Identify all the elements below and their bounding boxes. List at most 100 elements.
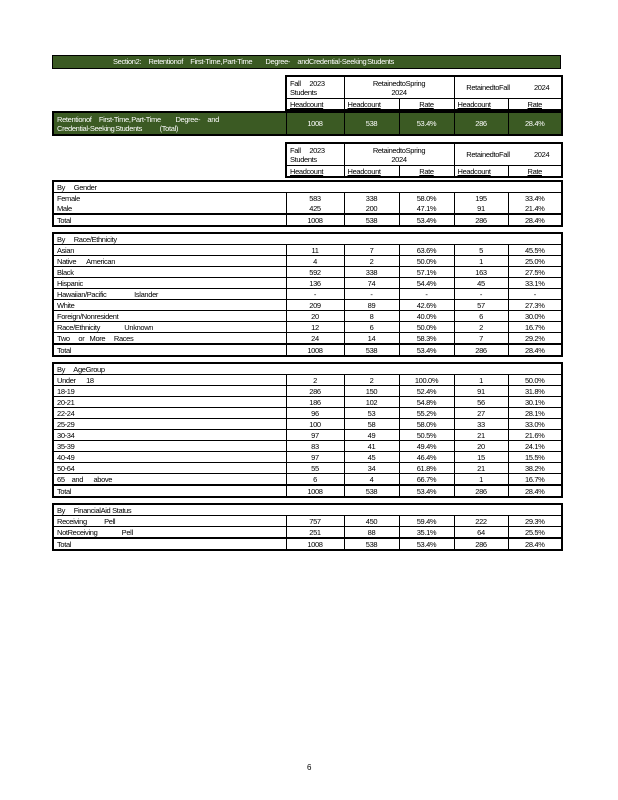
cell-value: 163 [453, 266, 508, 278]
cell-value: - [285, 288, 344, 300]
fall-headcount-subheader: Headcount [285, 98, 345, 111]
cell-value: 11 [285, 244, 344, 256]
overall-label: Retentionof First-Time, Part-Time Degree… [57, 114, 219, 133]
section-race-ethnicity: By Race/Ethnicity Asian 11 7 63.6% 5 45.5% Nati… [52, 232, 564, 357]
table-row: Hawaiian/Pacific Islander - - - - - [53, 288, 563, 300]
table-row: Black 592 338 57.1% 163 27.5% [53, 266, 563, 278]
table-row: Under 18 2 2 100.0% 1 50.0% [53, 374, 563, 386]
retained-spring-header: RetainedtoSpring 2024 [343, 142, 455, 166]
cell-value: 55 [285, 462, 344, 474]
row-label: 22-24 [53, 407, 286, 419]
cell-value: 91 [453, 203, 508, 214]
cell-value: 42.6% [398, 299, 454, 311]
fall-retained-rate-subheader: Rate [507, 165, 563, 178]
row-label: Hawaiian/Pacific Islander [53, 288, 286, 300]
cell-value: 538 [343, 213, 399, 226]
cell-value: 34 [343, 462, 399, 474]
cell-value: 50.0% [398, 321, 454, 333]
cell-value: 53.4% [398, 484, 454, 497]
cell-value: 50.0% [507, 374, 563, 386]
section-age-group: By AgeGroup Under 18 2 2 100.0% 1 50.0% 18-19 28… [52, 362, 564, 498]
cell-value: 41 [343, 440, 399, 452]
fall-retained-headcount-subheader: Headcount [453, 98, 509, 111]
table-row: 40-49 97 45 46.4% 15 15.5% [53, 451, 563, 463]
cell-value: 56 [453, 396, 508, 408]
cell-value: 20 [453, 440, 508, 452]
table-row: Male 425 200 47.1% 91 21.4% [53, 203, 563, 214]
cell-value: 6 [453, 310, 508, 322]
table-row: Race/Ethnicity Unknown 12 6 50.0% 2 16.7% [53, 321, 563, 333]
overall-fall-retained-rate: 28.4% [507, 112, 562, 135]
cell-value: 15.5% [507, 451, 563, 463]
overall-spring-rate: 53.4% [398, 112, 454, 135]
table-row: Hispanic 136 74 54.4% 45 33.1% [53, 277, 563, 289]
cell-value: - [453, 288, 508, 300]
cell-value: 21 [453, 429, 508, 441]
retained-spring-header: RetainedtoSpring 2024 [343, 75, 455, 99]
cell-value: 186 [285, 396, 344, 408]
row-label: 40-49 [53, 451, 286, 463]
cell-value: 45 [343, 451, 399, 463]
fall-retained-headcount-subheader: Headcount [453, 165, 509, 178]
cell-value: 55.2% [398, 407, 454, 419]
cell-value: 50.0% [398, 255, 454, 267]
table-row: Receiving Pell 757 450 59.4% 222 29.3% [53, 515, 563, 527]
cell-value: 2 [453, 321, 508, 333]
column-header-1: Fall 2023 Students RetainedtoSpring 2024 R… [285, 75, 564, 111]
cell-value: 58.0% [398, 418, 454, 430]
cell-value: 53 [343, 407, 399, 419]
row-label: Two or More Races [57, 333, 134, 343]
fall-students-header: Fall 2023 Students [285, 142, 345, 166]
table-row: 22-24 96 53 55.2% 27 28.1% [53, 407, 563, 419]
row-label: White [53, 299, 286, 311]
cell-value: 97 [285, 429, 344, 441]
cell-value: 89 [343, 299, 399, 311]
cell-value: - [507, 288, 563, 300]
cell-value: 50.5% [398, 429, 454, 441]
cell-value: 45.5% [507, 244, 563, 256]
row-label: Native American [53, 255, 286, 267]
cell-value: 29.2% [507, 332, 563, 344]
cell-value: 338 [343, 192, 399, 203]
cell-value: 21.4% [507, 203, 563, 214]
overall-fall-retained-headcount: 286 [453, 112, 508, 135]
cell-value: 286 [285, 385, 344, 397]
total-row: Total 1008 538 53.4% 286 28.4% [53, 484, 563, 497]
cell-value: 592 [285, 266, 344, 278]
cell-value: 35.1% [398, 526, 454, 538]
cell-value: 102 [343, 396, 399, 408]
total-row: Total 1008 538 53.4% 286 28.4% [53, 343, 563, 356]
cell-value: 1 [453, 255, 508, 267]
table-row: 18-19 286 150 52.4% 91 31.8% [53, 385, 563, 397]
cell-value: 61.8% [398, 462, 454, 474]
table-row: Asian 11 7 63.6% 5 45.5% [53, 244, 563, 256]
cell-value: 74 [343, 277, 399, 289]
cell-value: 97 [285, 451, 344, 463]
cell-value: 16.7% [507, 321, 563, 333]
row-label: Hispanic [53, 277, 286, 289]
table-row: 35-39 83 41 49.4% 20 24.1% [53, 440, 563, 452]
cell-value: 59.4% [398, 515, 454, 527]
cell-value: 28.4% [507, 484, 563, 497]
cell-value: 20 [285, 310, 344, 322]
cell-value: 425 [285, 203, 344, 214]
table-row: Female 583 338 58.0% 195 33.4% [53, 192, 563, 203]
cell-value: 58.0% [398, 192, 454, 203]
cell-value: 24.1% [507, 440, 563, 452]
cell-value: 200 [343, 203, 399, 214]
row-label: Total [53, 213, 286, 226]
cell-value: 33.4% [507, 192, 563, 203]
cell-value: 29.3% [507, 515, 563, 527]
table-row: 30-34 97 49 50.5% 21 21.6% [53, 429, 563, 441]
cell-value: 1008 [285, 213, 344, 226]
cell-value: 27.3% [507, 299, 563, 311]
cell-value: 28.4% [507, 213, 563, 226]
cell-value: 28.4% [507, 537, 563, 550]
overall-total-row: Retentionof First-Time, Part-Time Degree… [52, 111, 563, 136]
cell-value: 209 [285, 299, 344, 311]
cell-value: 53.4% [398, 343, 454, 356]
row-label: Total [53, 343, 286, 356]
cell-value: 1008 [285, 484, 344, 497]
cell-value: - [343, 288, 399, 300]
column-header-2: Fall 2023 Students RetainedtoSpring 2024 R… [285, 142, 564, 178]
